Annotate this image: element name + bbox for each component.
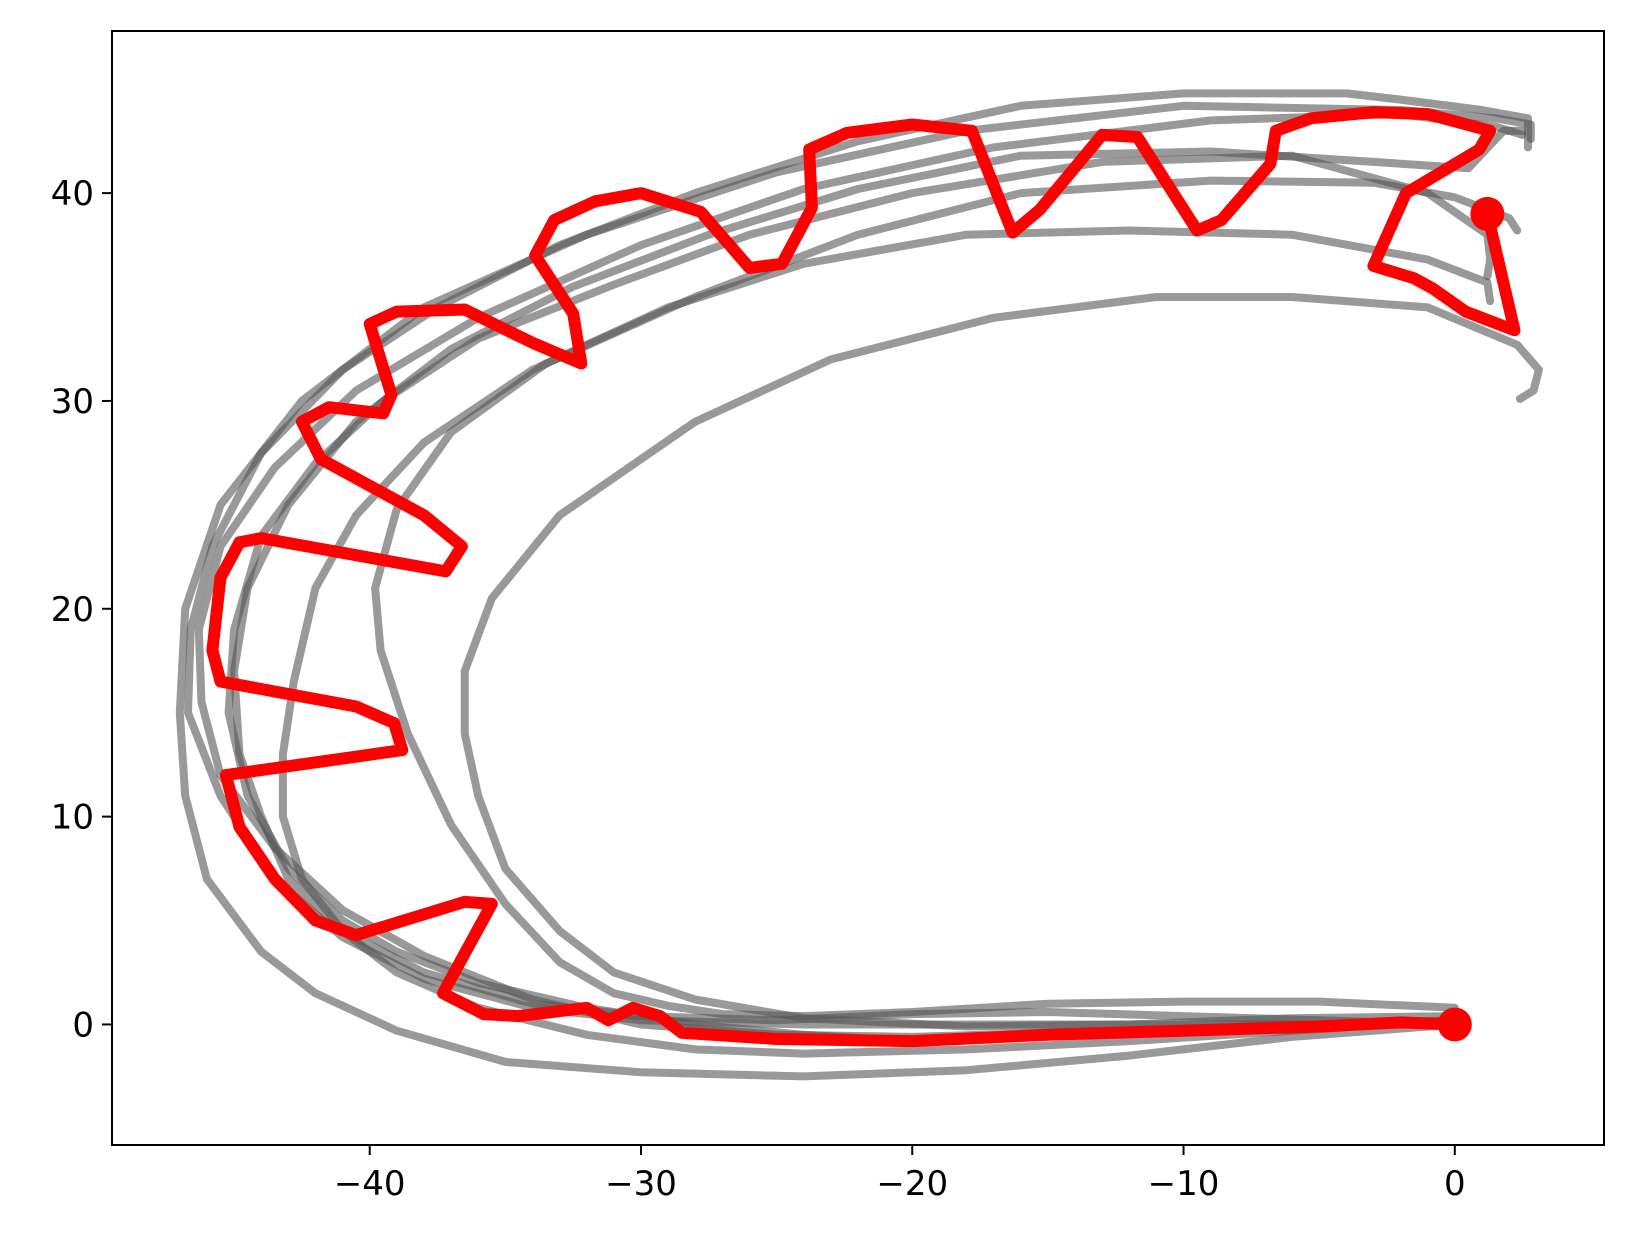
y-tick-label: 40 [51,174,94,214]
x-tick-label: −40 [334,1164,406,1204]
x-tick-label: −20 [876,1164,948,1204]
main-trajectory [206,106,1521,1048]
y-axis-ticks: 0 10 20 30 40 [51,174,112,1045]
x-axis-ticks: −40 −30 −20 −10 0 [334,1145,1466,1204]
x-tick-label: −10 [1148,1164,1220,1204]
y-tick-label: 0 [72,1005,94,1045]
y-tick-label: 20 [51,590,94,630]
reference-trajectory-3 [175,101,1535,1081]
x-tick-label: −30 [605,1164,677,1204]
main-trajectory-line [206,106,1521,1048]
y-tick-label: 10 [51,798,94,838]
reference-trajectory-4 [278,176,1522,1058]
reference-trajectory-8 [184,89,1532,1029]
y-tick-label: 30 [51,382,94,422]
x-tick-label: 0 [1444,1164,1466,1204]
end-point-marker [1470,196,1505,231]
plot-frame [111,30,1605,1146]
start-point-marker [1437,1007,1472,1042]
